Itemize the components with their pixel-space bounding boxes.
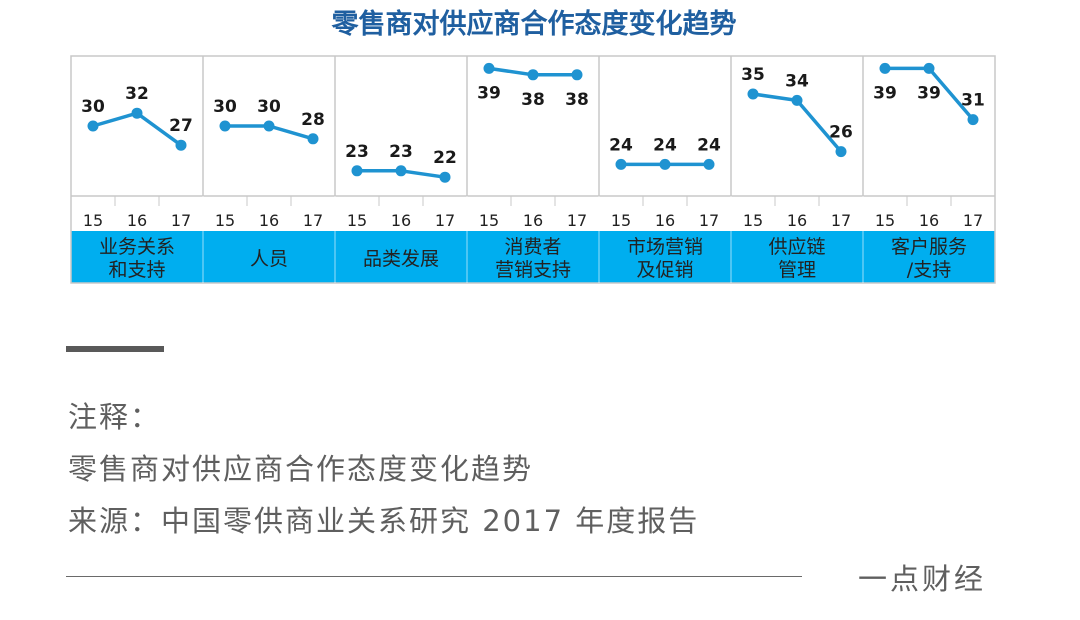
note-label: 注释： [68,400,162,434]
x-tick-label: 16 [919,211,939,230]
category-label: 市场营销 [627,236,703,258]
data-point [87,120,99,132]
x-tick-label: 17 [831,211,851,230]
brand-name: 一点财经 [858,562,987,596]
data-point [351,165,363,177]
x-tick-label: 16 [787,211,807,230]
bottom-divider [66,576,802,577]
data-label: 24 [653,135,677,155]
x-tick-label: 15 [875,211,895,230]
data-label: 28 [301,110,325,130]
data-label: 24 [697,135,721,155]
x-tick-label: 17 [567,211,587,230]
data-label: 24 [609,135,633,155]
data-point [307,133,319,145]
data-label: 32 [125,84,149,104]
category-label: 品类发展 [363,248,439,270]
data-label: 30 [213,97,237,117]
data-point [747,88,759,100]
data-label: 27 [169,116,193,136]
data-point [219,120,231,132]
data-label: 22 [433,148,457,168]
data-point [263,120,275,132]
data-label: 39 [477,83,501,103]
note-description: 零售商对供应商合作态度变化趋势 [68,452,534,486]
category-label: 和支持 [108,259,165,281]
x-tick-label: 16 [259,211,279,230]
category-label: 及促销 [636,259,693,281]
category-label: /支持 [907,259,951,281]
category-label: 客户服务 [891,236,967,258]
chart-title: 零售商对供应商合作态度变化趋势 [331,9,737,40]
data-point [923,62,935,74]
data-point [967,114,979,126]
data-label: 39 [917,83,941,103]
data-label: 23 [345,142,369,162]
data-point [703,158,715,170]
data-point [659,158,671,170]
x-tick-label: 16 [391,211,411,230]
data-label: 35 [741,65,765,85]
category-label: 供应链 [768,236,825,258]
category-label: 业务关系 [99,236,175,258]
data-point [175,139,187,151]
data-point [131,107,143,119]
data-point [791,94,803,106]
category-label: 消费者 [504,236,561,258]
data-point [615,158,627,170]
category-label-band [71,231,995,283]
data-point [527,69,539,81]
data-label: 38 [521,90,545,110]
separator-bar [66,346,164,352]
data-point [835,146,847,158]
category-label: 管理 [778,259,816,281]
data-label: 31 [961,91,985,111]
data-point [395,165,407,177]
data-label: 30 [257,97,281,117]
x-tick-label: 15 [743,211,763,230]
category-label: 营销支持 [495,259,571,281]
data-label: 26 [829,123,853,143]
x-tick-label: 15 [479,211,499,230]
data-point [439,171,451,183]
x-tick-label: 17 [303,211,323,230]
x-tick-label: 17 [435,211,455,230]
data-label: 38 [565,90,589,110]
x-tick-label: 16 [127,211,147,230]
data-point [571,69,583,81]
note-source: 来源：中国零供商业关系研究 2017 年度报告 [68,504,700,538]
x-tick-label: 16 [523,211,543,230]
data-label: 39 [873,83,897,103]
x-tick-label: 15 [611,211,631,230]
x-tick-label: 15 [83,211,103,230]
x-tick-label: 17 [171,211,191,230]
category-label: 人员 [250,248,288,270]
data-point [483,62,495,74]
x-tick-label: 15 [215,211,235,230]
data-label: 23 [389,142,413,162]
x-tick-label: 17 [963,211,983,230]
data-point [879,62,891,74]
x-tick-label: 15 [347,211,367,230]
data-label: 30 [81,97,105,117]
data-label: 34 [785,71,809,91]
x-tick-label: 17 [699,211,719,230]
chart-frame [70,55,996,284]
x-tick-label: 16 [655,211,675,230]
